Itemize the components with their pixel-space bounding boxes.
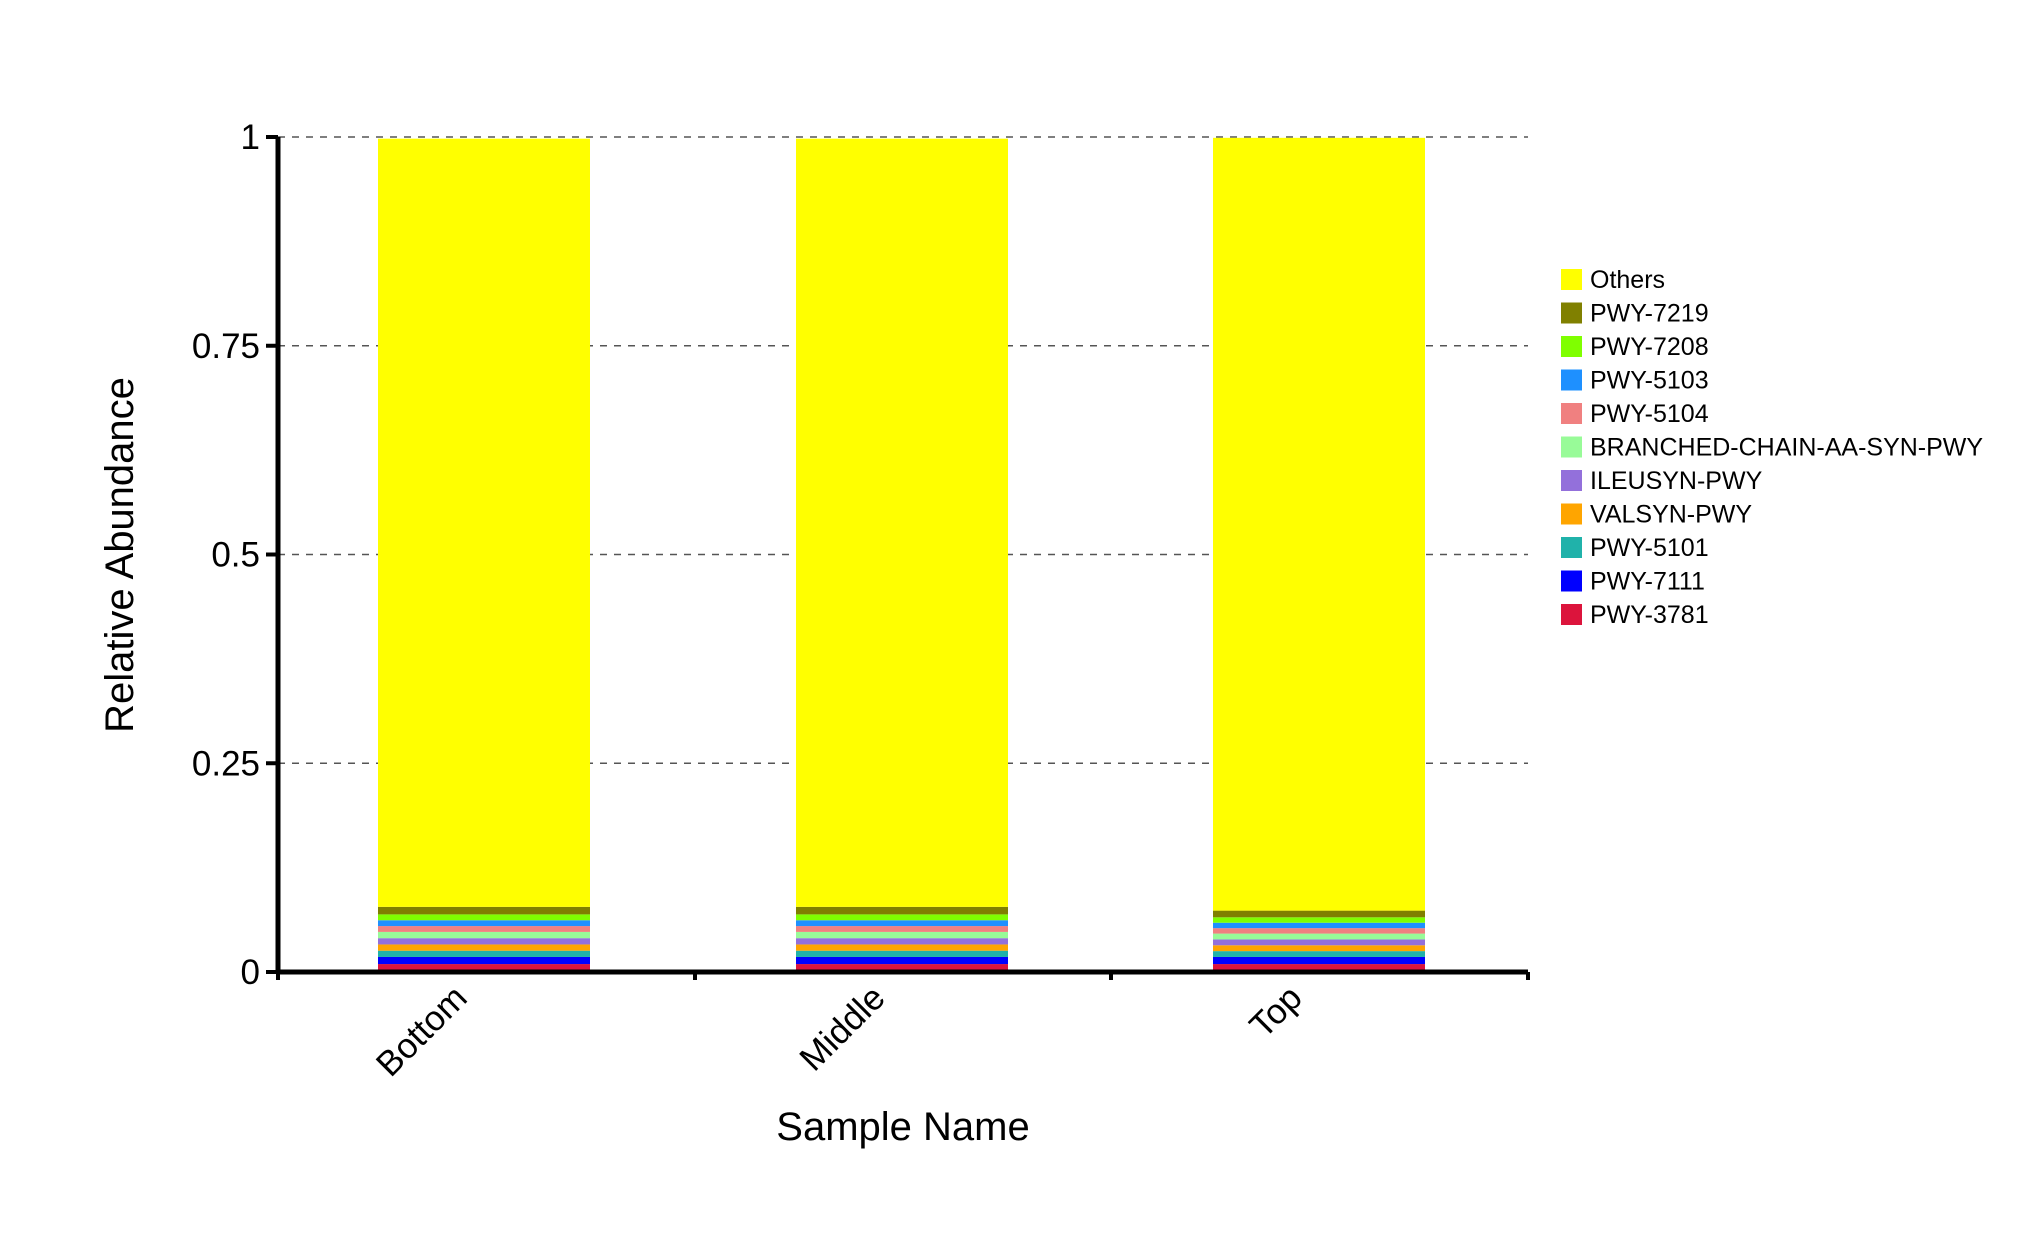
legend-swatch-pwy-5103 (1561, 369, 1582, 391)
bar-top-pwy-5101 (1213, 951, 1425, 957)
legend-swatch-pwy-7219 (1561, 302, 1582, 324)
x-tick-label-top: Top (1242, 978, 1309, 1045)
bar-bottom-ileusyn-pwy (378, 938, 590, 945)
bar-middle-pwy-7219 (796, 906, 1008, 915)
y-tick-label-2: 0.5 (211, 536, 260, 575)
bar-bottom-pwy-7111 (378, 956, 590, 965)
bar-bottom-pwy-3781 (378, 964, 590, 972)
legend-label-others: Others (1590, 266, 1665, 294)
legend-swatch-ileusyn-pwy (1561, 470, 1582, 491)
legend-swatch-pwy-3781 (1561, 604, 1582, 625)
x-tick-label-bottom: Bottom (369, 978, 475, 1084)
legend-swatch-pwy-5104 (1561, 403, 1582, 424)
bar-top-valsyn-pwy (1213, 945, 1425, 952)
bar-bottom-pwy-7208 (378, 914, 590, 921)
bar-middle-others (796, 138, 1008, 907)
y-tick-label-4: 1 (241, 118, 260, 157)
y-axis-title: Relative Abundance (98, 377, 142, 733)
bar-middle-pwy-7111 (796, 956, 1008, 965)
legend-label-pwy-3781: PWY-3781 (1590, 601, 1709, 629)
bar-top-pwy-5103 (1213, 922, 1425, 929)
bar-top-pwy-5104 (1213, 928, 1425, 934)
legend-swatch-pwy-7208 (1561, 336, 1582, 357)
bar-middle-pwy-5103 (796, 920, 1008, 927)
bar-top-others (1213, 137, 1425, 911)
y-tick-label-1: 0.25 (192, 744, 260, 783)
bar-top-pwy-7111 (1213, 956, 1425, 965)
legend-label-pwy-5101: PWY-5101 (1590, 534, 1709, 562)
legend-swatch-branched-chain-aa-syn-pwy (1561, 436, 1582, 458)
legend-label-pwy-5104: PWY-5104 (1590, 400, 1709, 428)
bar-top-pwy-7219 (1213, 910, 1425, 918)
x-tick-label-middle: Middle (792, 978, 892, 1078)
bar-bottom-pwy-5104 (378, 926, 590, 932)
bar-top-pwy-3781 (1213, 964, 1425, 972)
bar-top-pwy-7208 (1213, 917, 1425, 923)
legend-swatch-valsyn-pwy (1561, 503, 1582, 525)
y-tick-label-3: 0.75 (192, 327, 260, 366)
bars (378, 137, 1425, 972)
legend-label-pwy-7208: PWY-7208 (1590, 333, 1709, 361)
y-ticks: 0 0.25 0.5 0.75 1 (192, 118, 278, 992)
legend-swatch-pwy-7111 (1561, 570, 1582, 592)
bar-middle-pwy-7208 (796, 914, 1008, 921)
legend-label-pwy-5103: PWY-5103 (1590, 367, 1709, 395)
legend-label-valsyn-pwy: VALSYN-PWY (1590, 501, 1752, 529)
bar-top-ileusyn-pwy (1213, 939, 1425, 946)
bar-bottom-others (378, 138, 590, 907)
legend-swatch-others (1561, 269, 1582, 290)
legend: Others PWY-7219 PWY-7208 PWY-5103 PWY-5104 BR… (1561, 266, 1983, 629)
bar-middle-pwy-5101 (796, 950, 1008, 957)
x-ticks: Bottom Middle Top (276, 972, 1530, 1084)
legend-swatch-pwy-5101 (1561, 537, 1582, 558)
x-axis-title: Sample Name (776, 1105, 1029, 1149)
bar-top-branched-chain-aa-syn-pwy (1213, 933, 1425, 940)
bar-bottom-pwy-7219 (378, 906, 590, 915)
bar-bottom-pwy-5103 (378, 920, 590, 927)
bar-bottom-pwy-5101 (378, 950, 590, 957)
bar-middle-valsyn-pwy (796, 944, 1008, 951)
bar-middle-ileusyn-pwy (796, 938, 1008, 945)
bar-middle-pwy-3781 (796, 964, 1008, 972)
legend-label-ileusyn-pwy: ILEUSYN-PWY (1590, 467, 1763, 495)
bar-bottom-valsyn-pwy (378, 944, 590, 951)
bar-middle-branched-chain-aa-syn-pwy (796, 931, 1008, 939)
bar-bottom-branched-chain-aa-syn-pwy (378, 931, 590, 939)
legend-label-branched-chain-aa-syn-pwy: BRANCHED-CHAIN-AA-SYN-PWY (1590, 434, 1983, 462)
bar-middle-pwy-5104 (796, 926, 1008, 932)
legend-label-pwy-7111: PWY-7111 (1590, 568, 1705, 596)
y-tick-label-0: 0 (241, 953, 260, 992)
legend-label-pwy-7219: PWY-7219 (1590, 300, 1709, 328)
